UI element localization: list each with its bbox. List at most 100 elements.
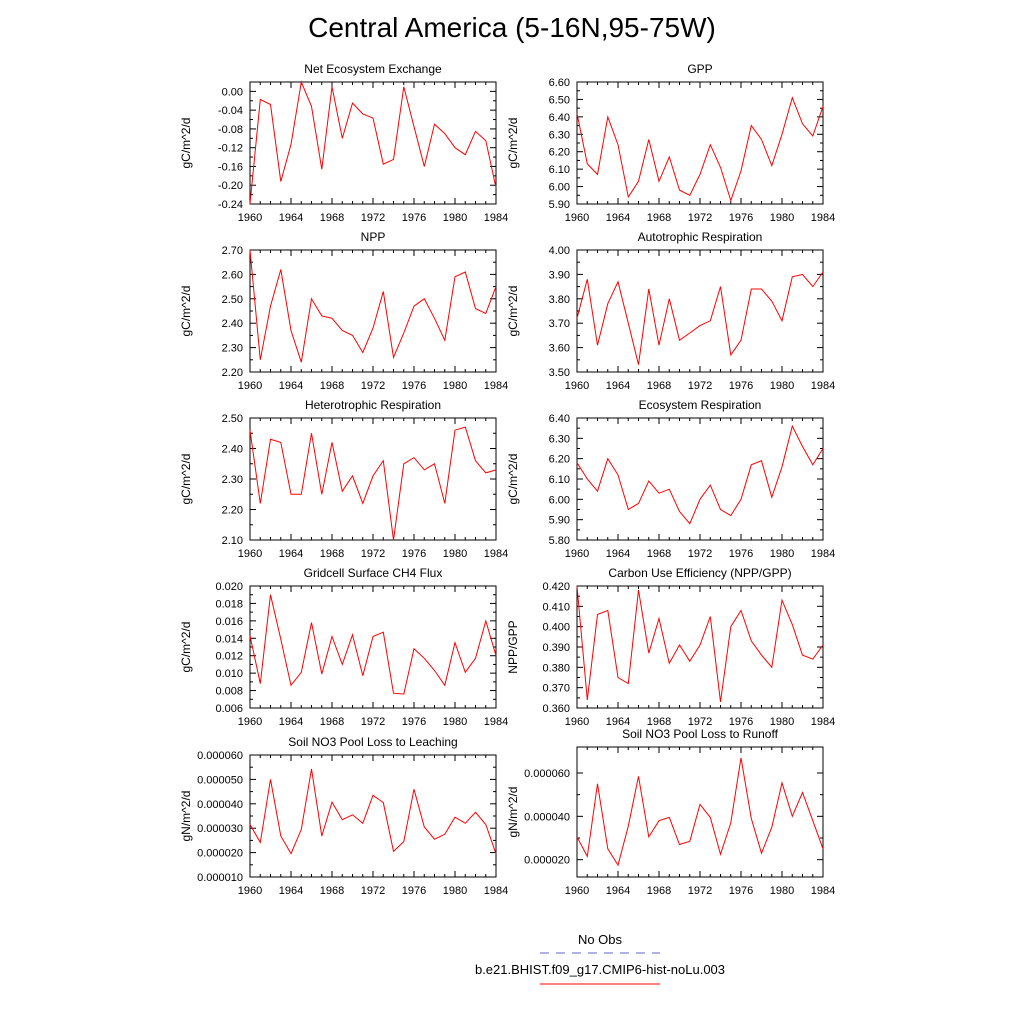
- x-tick-label: 1960: [565, 885, 589, 897]
- y-tick-label: 0.420: [542, 581, 570, 593]
- x-tick-label: 1964: [606, 885, 630, 897]
- chart-panel-5: Heterotrophic Respiration gC/m^2/d 1960 196…: [179, 398, 508, 560]
- plot-frame: [249, 81, 497, 205]
- x-tick-label: 1976: [402, 548, 426, 560]
- x-tick-label: 1968: [647, 885, 671, 897]
- y-axis-label: gC/m^2/d: [179, 286, 193, 337]
- chart-title: Gridcell Surface CH4 Flux: [304, 566, 443, 580]
- x-tick-label: 1984: [484, 885, 508, 897]
- y-tick-label: 0.000020: [197, 848, 243, 860]
- chart-title: Net Ecosystem Exchange: [304, 62, 442, 76]
- x-tick-label: 1964: [279, 212, 303, 224]
- x-tick-label: 1976: [402, 380, 426, 392]
- series-line: [576, 424, 824, 525]
- y-tick-label: 2.10: [222, 535, 243, 547]
- x-tick-label: 1968: [647, 716, 671, 728]
- chart-title: Carbon Use Efficiency (NPP/GPP): [608, 566, 791, 580]
- chart-panel-1: Net Ecosystem Exchange gC/m^2/d 1960 1964 19…: [179, 62, 508, 224]
- y-tick-label: -0.12: [218, 143, 243, 155]
- y-tick-label: 2.20: [222, 505, 243, 517]
- y-tick-label: 0.400: [542, 622, 570, 634]
- series-line: [249, 249, 497, 363]
- chart-title: NPP: [361, 230, 386, 244]
- plot-frame: [576, 249, 824, 373]
- series-line: [249, 426, 497, 541]
- y-tick-label: 4.00: [549, 245, 570, 257]
- y-tick-label: -0.08: [218, 124, 243, 136]
- x-tick-label: 1984: [484, 548, 508, 560]
- x-tick-label: 1968: [320, 212, 344, 224]
- plot-frame: [249, 754, 497, 878]
- series-line: [249, 594, 497, 695]
- y-tick-label: 6.20: [549, 147, 570, 159]
- x-tick-label: 1984: [484, 380, 508, 392]
- x-tick-label: 1976: [729, 716, 753, 728]
- y-axis-label: gC/m^2/d: [179, 454, 193, 505]
- chart-title: Autotrophic Respiration: [638, 230, 763, 244]
- x-tick-label: 1980: [443, 885, 467, 897]
- x-tick-label: 1972: [688, 885, 712, 897]
- x-tick-label: 1972: [361, 212, 385, 224]
- y-tick-label: 0.380: [542, 662, 570, 674]
- chart-panel-2: GPP gC/m^2/d 1960 1964 1968 1972 1976 1980 1984 5…: [506, 62, 835, 224]
- x-tick-label: 1964: [279, 380, 303, 392]
- y-tick-label: 3.70: [549, 318, 570, 330]
- y-tick-label: 2.60: [222, 269, 243, 281]
- x-tick-label: 1984: [811, 716, 835, 728]
- x-tick-label: 1960: [238, 380, 262, 392]
- x-tick-label: 1976: [402, 716, 426, 728]
- x-tick-label: 1976: [402, 212, 426, 224]
- y-tick-label: 0.000010: [197, 872, 243, 884]
- chart-panel-9: Soil NO3 Pool Loss to Leaching gN/m^2/d 19…: [179, 735, 508, 897]
- y-tick-label: 0.000040: [524, 811, 570, 823]
- series-line: [249, 80, 497, 205]
- x-tick-label: 1980: [770, 212, 794, 224]
- x-tick-label: 1960: [565, 212, 589, 224]
- series-line: [249, 768, 497, 855]
- x-tick-label: 1976: [402, 885, 426, 897]
- y-tick-label: 0.014: [215, 633, 243, 645]
- y-tick-label: 3.80: [549, 294, 570, 306]
- y-tick-label: 2.40: [222, 318, 243, 330]
- x-tick-label: 1964: [279, 716, 303, 728]
- y-tick-label: -0.16: [218, 161, 243, 173]
- y-tick-label: 6.20: [549, 454, 570, 466]
- x-tick-label: 1984: [811, 548, 835, 560]
- chart-title: GPP: [687, 62, 712, 76]
- series-line: [576, 271, 824, 365]
- y-axis-label: gN/m^2/d: [179, 791, 193, 842]
- plot-frame: [249, 417, 497, 541]
- x-tick-label: 1976: [729, 548, 753, 560]
- chart-panel-3: NPP gC/m^2/d 1960 1964 1968 1972 1976 1980 1984 2…: [179, 230, 508, 392]
- x-tick-label: 1960: [238, 716, 262, 728]
- x-tick-label: 1972: [361, 716, 385, 728]
- y-tick-label: 6.10: [549, 474, 570, 486]
- chart-title: Ecosystem Respiration: [639, 398, 762, 412]
- x-tick-label: 1964: [606, 548, 630, 560]
- chart-panel-4: Autotrophic Respiration gC/m^2/d 1960 1964 1…: [506, 230, 835, 392]
- x-tick-label: 1968: [320, 380, 344, 392]
- y-tick-label: 0.000050: [197, 774, 243, 786]
- x-tick-label: 1972: [688, 380, 712, 392]
- x-tick-label: 1980: [443, 548, 467, 560]
- y-tick-label: 0.010: [215, 668, 243, 680]
- chart-panel-6: Ecosystem Respiration gC/m^2/d 1960 1964 196…: [506, 398, 835, 560]
- y-tick-label: 6.40: [549, 112, 570, 124]
- x-tick-label: 1960: [565, 716, 589, 728]
- x-tick-label: 1968: [320, 548, 344, 560]
- plot-frame: [576, 585, 824, 709]
- x-tick-label: 1964: [279, 885, 303, 897]
- y-axis-label: NPP/GPP: [506, 620, 520, 673]
- x-tick-label: 1968: [320, 716, 344, 728]
- x-tick-label: 1976: [729, 380, 753, 392]
- x-tick-label: 1980: [443, 212, 467, 224]
- y-tick-label: 5.80: [549, 535, 570, 547]
- y-tick-label: 3.50: [549, 367, 570, 379]
- y-tick-label: 2.70: [222, 245, 243, 257]
- y-tick-label: -0.04: [218, 105, 243, 117]
- x-tick-label: 1964: [606, 716, 630, 728]
- y-tick-label: 2.50: [222, 294, 243, 306]
- y-tick-label: 0.018: [215, 598, 243, 610]
- x-tick-label: 1960: [565, 548, 589, 560]
